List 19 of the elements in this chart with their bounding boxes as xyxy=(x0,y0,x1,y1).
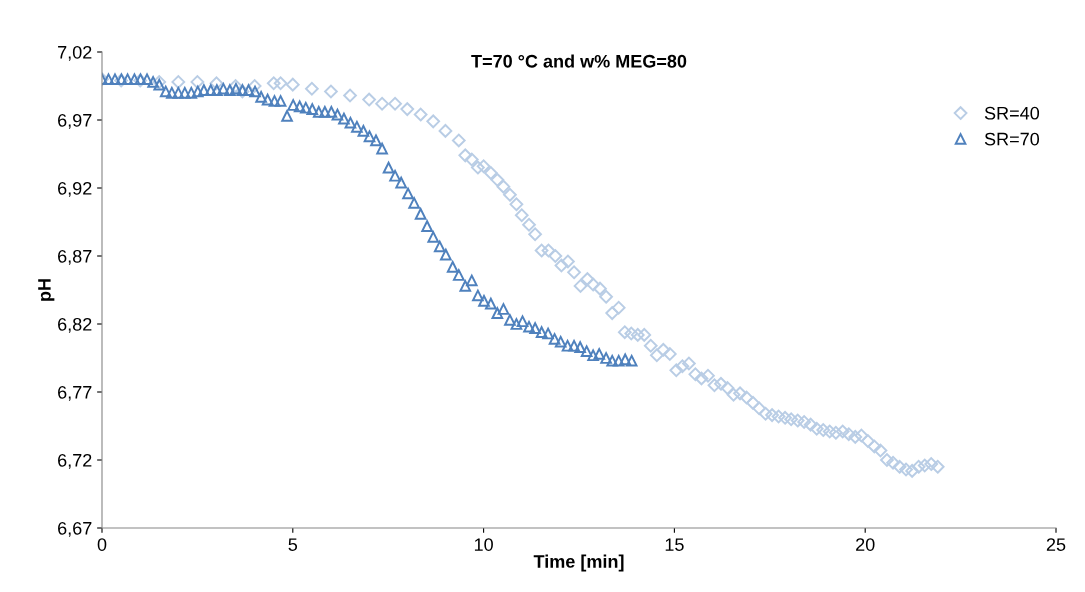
y-tick-label: 6,97 xyxy=(58,113,92,129)
x-tick-label: 25 xyxy=(1046,538,1066,551)
y-axis-title: pH xyxy=(38,279,55,301)
x-axis-title: Time [min] xyxy=(533,554,624,572)
y-tick-label: 7,02 xyxy=(58,45,92,61)
x-tick-label: 20 xyxy=(856,538,875,551)
chart-title: T=70 °C and w% MEG=80 xyxy=(471,54,687,68)
y-tick-label: 6,87 xyxy=(58,249,92,265)
y-tick-label: 6,67 xyxy=(58,521,92,537)
x-tick-label: 5 xyxy=(288,538,298,551)
y-tick-label: 6,72 xyxy=(58,453,92,469)
x-tick-label: 15 xyxy=(665,538,684,551)
x-tick-label: 0 xyxy=(97,538,107,551)
y-tick-label: 6,82 xyxy=(58,317,92,333)
y-tick-label: 6,77 xyxy=(58,385,92,401)
legend-label: SR=70 xyxy=(984,132,1040,146)
y-tick-label: 6,92 xyxy=(58,181,92,197)
legend-label: SR=40 xyxy=(984,106,1040,120)
x-tick-label: 10 xyxy=(474,538,493,551)
